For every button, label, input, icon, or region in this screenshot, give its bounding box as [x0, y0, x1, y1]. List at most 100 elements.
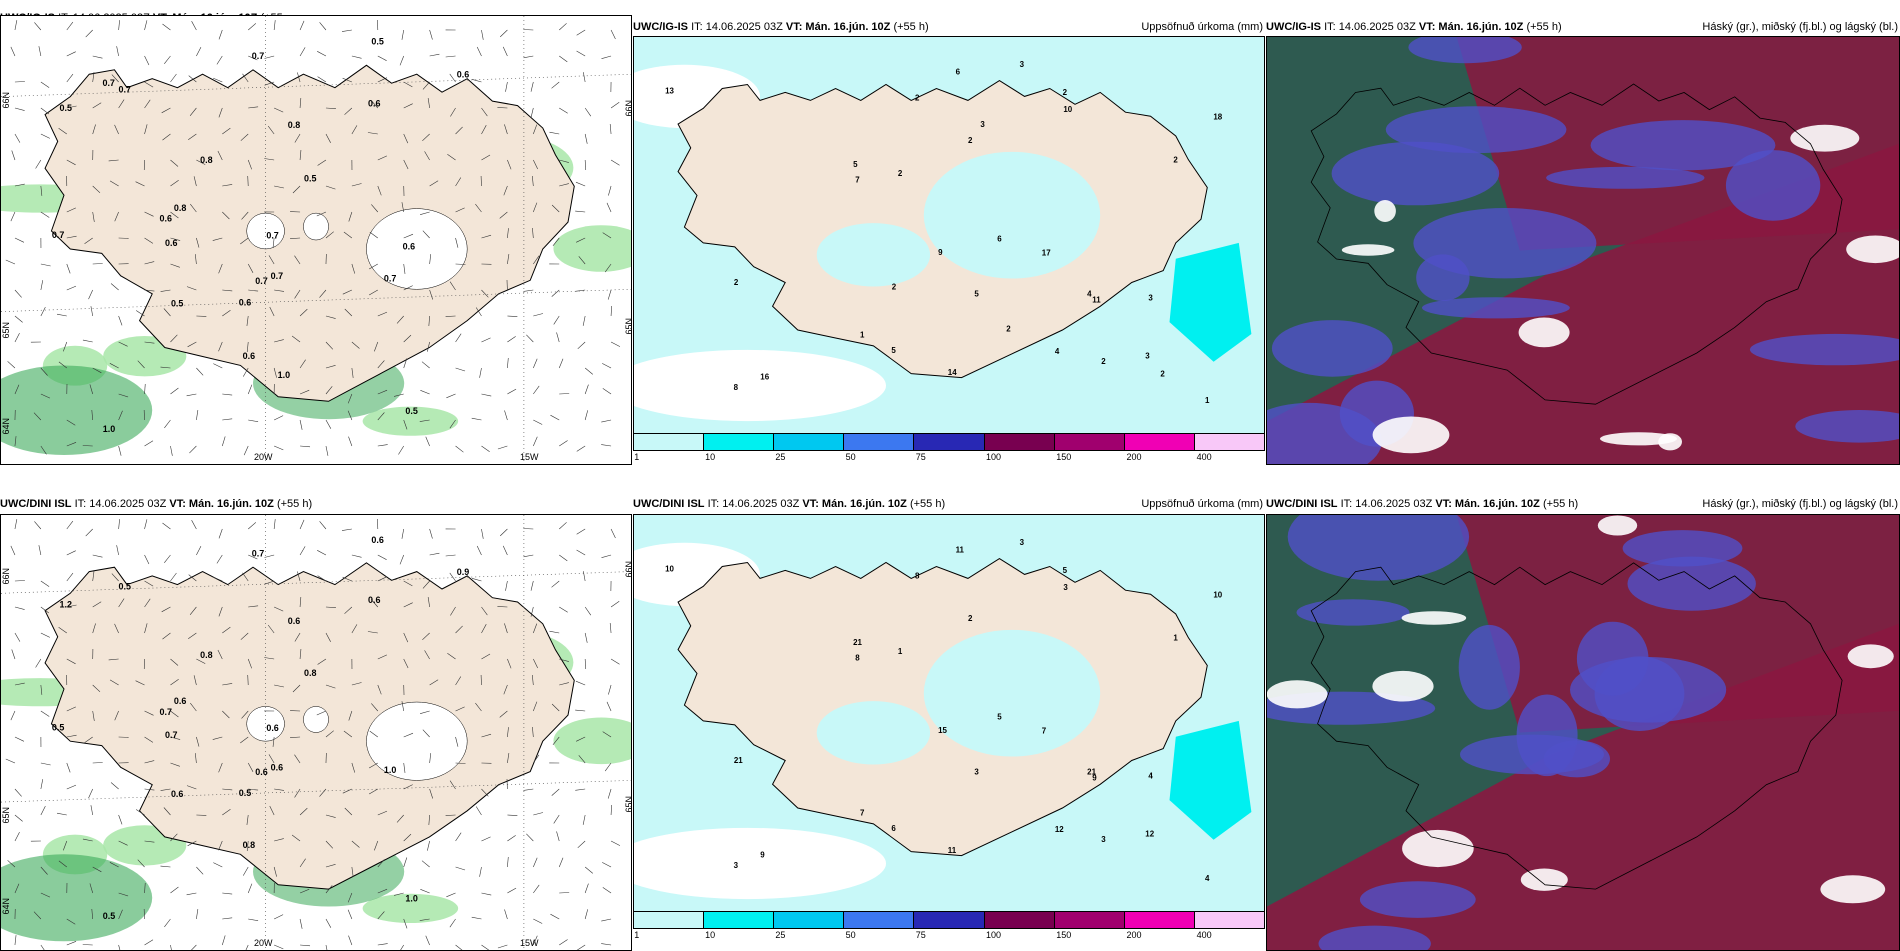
precip-value: 3 [1101, 835, 1106, 844]
precip-inland [924, 630, 1100, 757]
init-time: IT: 14.06.2025 03Z [708, 498, 800, 510]
precip-value: 6 [956, 67, 961, 76]
wind-value: 0.8 [174, 203, 186, 213]
lat-label-66n: 66N [624, 100, 634, 117]
wind-value: 0.5 [371, 37, 383, 47]
colorbar-tick-label: 50 [846, 452, 856, 462]
precip-inland [817, 223, 930, 286]
mid-cloud [1297, 599, 1410, 625]
precip-value: 2 [734, 278, 739, 287]
colorbar-tick-label: 400 [1197, 452, 1212, 462]
precip-value: 4 [1055, 347, 1060, 356]
wind-value: 0.7 [384, 274, 396, 284]
precip-value: 2 [892, 282, 897, 291]
wind-value: 0.5 [171, 298, 183, 308]
precip-value: 2 [915, 94, 920, 103]
colorbar [633, 433, 1265, 451]
wind-value: 0.7 [102, 78, 114, 88]
map-area[interactable] [1266, 36, 1900, 465]
precip-value: 8 [915, 572, 920, 581]
valid-time: VT: Mán. 16.jún. 10Z [1419, 21, 1524, 33]
precip-value: 21 [734, 756, 743, 765]
lon-label-20w: 20W [254, 938, 273, 948]
clear-sky [1521, 869, 1568, 891]
lat-label-65n: 65N [1, 807, 11, 824]
lead-time: (+55 h) [910, 498, 945, 510]
panel-subtitle: Uppsöfnuð úrkoma (mm) [1141, 496, 1263, 513]
wind-value: 0.6 [255, 767, 267, 777]
precip-value: 5 [1063, 566, 1068, 575]
precip-value: 14 [948, 368, 957, 377]
precip-value: 1 [1173, 634, 1178, 643]
wind-value: 0.5 [60, 103, 72, 113]
clear-sky [1267, 680, 1328, 708]
precip-value: 12 [1145, 829, 1154, 838]
glacier [366, 702, 467, 780]
precip-value: 13 [665, 87, 674, 96]
lead-time: (+55 h) [1526, 21, 1561, 33]
wind-value: 0.5 [52, 723, 64, 733]
wind-value: 0.5 [119, 581, 131, 591]
wind-value: 0.5 [103, 911, 115, 921]
clear-sky [1402, 611, 1467, 625]
colorbar-tick-label: 100 [986, 930, 1001, 940]
colorbar-tick-label: 1 [634, 930, 639, 940]
colorbar-swatch [985, 912, 1055, 928]
colorbar-swatch [914, 912, 984, 928]
colorbar-tick-label: 200 [1126, 452, 1141, 462]
precip-inland [817, 701, 930, 764]
panel-subtitle: Uppsöfnuð úrkoma (mm) [1141, 19, 1263, 36]
wind-value: 0.6 [457, 70, 469, 80]
lat-label-64n: 64N [1, 898, 11, 915]
clear-sky [1374, 200, 1396, 222]
colorbar-tick-label: 25 [775, 930, 785, 940]
colorbar-tick-label: 150 [1056, 452, 1071, 462]
precip-value: 7 [1042, 726, 1047, 735]
wind-value: 0.6 [239, 297, 251, 307]
wind-value: 0.7 [266, 230, 278, 240]
init-time: IT: 14.06.2025 03Z [691, 21, 783, 33]
lat-label-66n: 66N [1, 568, 11, 585]
wind-value: 1.2 [60, 599, 72, 609]
wind-panel-dini: UWC/DINI ISL IT: 14.06.2025 03Z VT: Mán.… [0, 485, 632, 950]
valid-time: VT: Mán. 16.jún. 10Z [802, 498, 907, 510]
precip-value: 2 [1063, 88, 1068, 97]
wind-value: 0.7 [52, 230, 64, 240]
glacier [303, 213, 328, 240]
precip-value: 16 [760, 373, 769, 382]
model-name: UWC/IG-IS [633, 21, 688, 33]
precip-value: 11 [956, 545, 965, 554]
wind-value: 0.6 [271, 762, 283, 772]
precip-value: 5 [853, 160, 858, 169]
valid-time: VT: Mán. 16.jún. 10Z [169, 498, 274, 510]
colorbar-swatch [634, 912, 704, 928]
wind-value: 0.7 [159, 707, 171, 717]
colorbar-tick-label: 100 [986, 452, 1001, 462]
panel-header: UWC/DINI ISL IT: 14.06.2025 03Z VT: Mán.… [0, 496, 632, 513]
lead-time: (+55 h) [1543, 498, 1578, 510]
precip-value: 2 [1173, 156, 1178, 165]
colorbar-swatch [985, 434, 1055, 450]
precip-value: 9 [760, 851, 765, 860]
wind-value: 0.7 [252, 51, 264, 61]
precip-value: 2 [1101, 357, 1106, 366]
init-time: IT: 14.06.2025 03Z [75, 498, 167, 510]
precip-value: 3 [734, 861, 739, 870]
colorbar-tick-label: 400 [1197, 930, 1212, 940]
precip-value: 3 [1020, 60, 1025, 69]
wind-value: 0.6 [368, 98, 380, 108]
precip-value: 9 [938, 248, 943, 257]
cloud-panel-dini: UWC/DINI ISL IT: 14.06.2025 03Z VT: Mán.… [1266, 485, 1900, 950]
wind-value: 0.8 [200, 650, 212, 660]
precip-value: 8 [855, 653, 860, 662]
map-area[interactable] [1266, 514, 1900, 951]
precip-value: 3 [1145, 351, 1150, 360]
wind-value: 0.9 [457, 567, 469, 577]
precip-value: 4 [1205, 874, 1210, 883]
precip-value: 17 [1042, 248, 1051, 257]
panel-subtitle: Háský (gr.), miðský (fj.bl.) og lágský (… [1702, 19, 1898, 36]
